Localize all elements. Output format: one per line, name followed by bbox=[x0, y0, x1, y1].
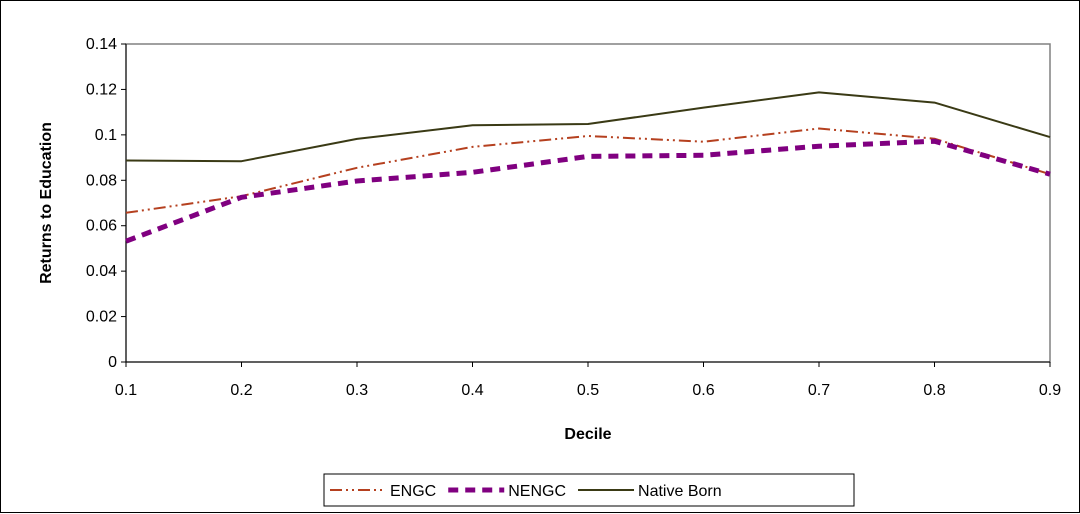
legend-label: ENGC bbox=[390, 483, 436, 500]
x-axis-title: Decile bbox=[564, 426, 611, 443]
plot-area bbox=[125, 43, 1051, 363]
y-tick-label: 0.02 bbox=[86, 309, 117, 326]
y-tick-label: 0.1 bbox=[95, 127, 117, 144]
legend: ENGC NENGC Native Born bbox=[323, 473, 855, 507]
x-tick-label: 0.9 bbox=[1039, 382, 1061, 399]
y-tick-label: 0.08 bbox=[86, 172, 117, 189]
y-tick-label: 0.12 bbox=[86, 81, 117, 98]
series-layer bbox=[125, 91, 1051, 244]
legend-label: NENGC bbox=[508, 483, 566, 500]
y-tick-label: 0.06 bbox=[86, 218, 117, 235]
x-tick-label: 0.1 bbox=[115, 382, 137, 399]
y-tick-label: 0 bbox=[108, 354, 117, 371]
x-tick-label: 0.4 bbox=[461, 382, 483, 399]
ticks: 0 0.02 0.04 0.06 0.08 0.1 0.12 0.14 0.1 0.2 0.3 0.4… bbox=[86, 36, 1061, 399]
y-axis-title: Returns to Education bbox=[38, 122, 55, 284]
y-tick-label: 0.14 bbox=[86, 36, 117, 53]
series-line-nengc bbox=[125, 138, 1051, 244]
x-tick-label: 0.6 bbox=[692, 382, 714, 399]
axes bbox=[125, 43, 1051, 363]
y-tick-label: 0.04 bbox=[86, 263, 117, 280]
x-tick-label: 0.7 bbox=[808, 382, 830, 399]
x-tick-label: 0.3 bbox=[346, 382, 368, 399]
x-tick-label: 0.2 bbox=[230, 382, 252, 399]
series-line-native-born bbox=[125, 91, 1051, 163]
x-tick-label: 0.5 bbox=[577, 382, 599, 399]
x-tick-label: 0.8 bbox=[923, 382, 945, 399]
legend-label: Native Born bbox=[638, 483, 722, 500]
series-line-engc bbox=[125, 127, 1051, 214]
